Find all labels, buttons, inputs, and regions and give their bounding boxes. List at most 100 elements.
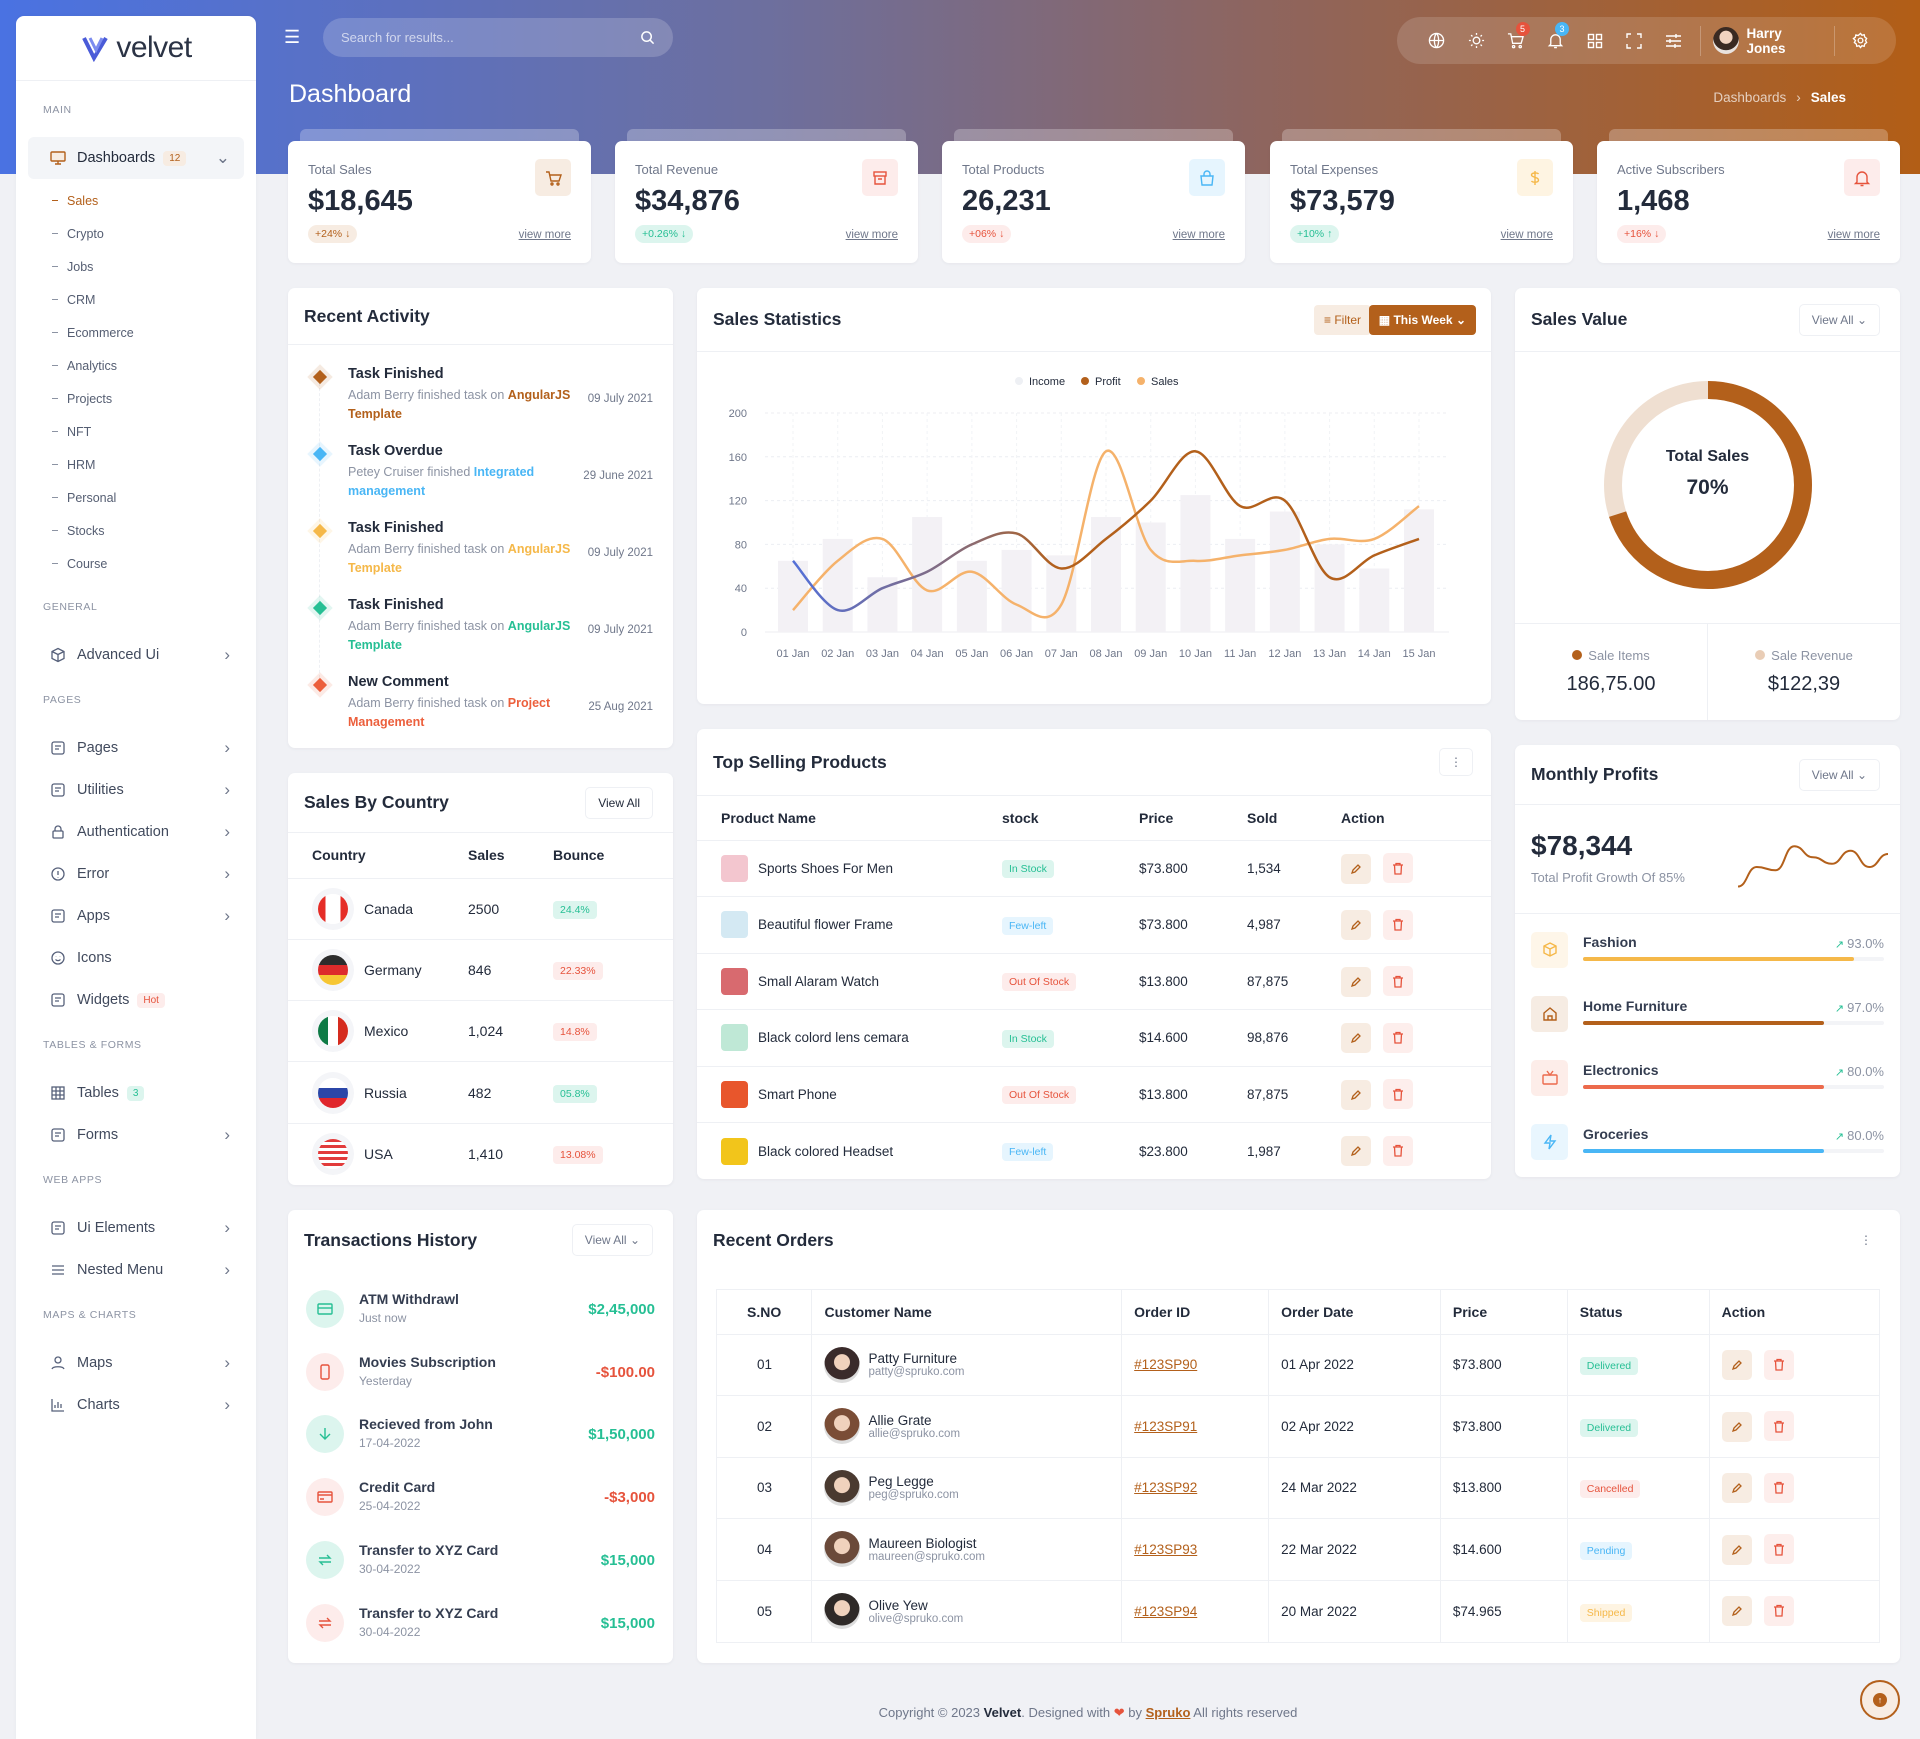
- edit-button[interactable]: [1721, 1473, 1752, 1503]
- delete-button[interactable]: [1763, 1595, 1794, 1626]
- sidebar-subitem-hrm[interactable]: HRM: [16, 448, 256, 481]
- order-id-link[interactable]: #123SP92: [1134, 1480, 1198, 1496]
- view-more-link[interactable]: view more: [1172, 229, 1225, 241]
- footer-company-link[interactable]: Spruko: [1145, 1705, 1191, 1720]
- user-menu[interactable]: Harry Jones: [1707, 26, 1828, 56]
- grid-icon[interactable]: [1575, 26, 1615, 56]
- stock-badge: Few-left: [1002, 916, 1054, 935]
- page-title: Dashboard: [289, 80, 412, 108]
- delete-button[interactable]: [1383, 1135, 1413, 1166]
- delete-button[interactable]: [1763, 1349, 1794, 1380]
- delete-button[interactable]: [1383, 909, 1413, 940]
- activity-link[interactable]: Project Management: [348, 696, 551, 729]
- sidebar-item-dashboards[interactable]: Dashboards 12 ⌄: [28, 137, 244, 179]
- view-all-button[interactable]: View All: [585, 786, 653, 819]
- delete-button[interactable]: [1763, 1411, 1794, 1441]
- edit-button[interactable]: [1341, 853, 1371, 884]
- edit-button[interactable]: [1341, 910, 1371, 940]
- header-actions: 5 3 Harry Jones: [1397, 17, 1896, 64]
- edit-button[interactable]: [1721, 1596, 1752, 1627]
- sun-icon[interactable]: [1457, 26, 1497, 56]
- sidebar-subitem-crypto[interactable]: Crypto: [16, 217, 256, 250]
- fullscreen-icon[interactable]: [1615, 26, 1655, 56]
- period-dropdown[interactable]: ▦ This Week ⌄: [1368, 304, 1476, 335]
- view-all-dropdown[interactable]: View All ⌄: [1798, 303, 1880, 336]
- view-more-link[interactable]: view more: [1827, 229, 1880, 241]
- search-icon[interactable]: [640, 30, 655, 45]
- edit-button[interactable]: [1721, 1534, 1752, 1565]
- sidebar-subitem-sales[interactable]: Sales: [16, 184, 256, 217]
- view-all-dropdown[interactable]: View All ⌄: [571, 1224, 653, 1256]
- sidebar-subitem-personal[interactable]: Personal: [16, 481, 256, 514]
- more-options-icon[interactable]: ⋮: [1860, 1233, 1872, 1247]
- sidebar-item-icons[interactable]: Icons: [28, 937, 244, 979]
- sidebar-item-error[interactable]: Error ›: [28, 853, 244, 895]
- search-input[interactable]: Search for results...: [323, 18, 673, 57]
- sidebar-item-charts[interactable]: Charts ›: [28, 1384, 244, 1426]
- edit-button[interactable]: [1341, 1079, 1371, 1110]
- order-id-link[interactable]: #123SP91: [1134, 1418, 1198, 1434]
- sidebar-subitem-projects[interactable]: Projects: [16, 382, 256, 415]
- trend-up-icon: ↗: [1834, 1131, 1848, 1143]
- sidebar-item-authentication[interactable]: Authentication ›: [28, 811, 244, 853]
- delete-button[interactable]: [1383, 1079, 1413, 1109]
- sidebar-item-pages[interactable]: Pages ›: [28, 727, 244, 769]
- delete-button[interactable]: [1763, 1534, 1794, 1564]
- view-more-link[interactable]: view more: [518, 229, 571, 241]
- view-more-link[interactable]: view more: [1500, 229, 1553, 241]
- column-header: Price: [1139, 809, 1174, 826]
- breadcrumb-dashboards[interactable]: Dashboards: [1713, 90, 1787, 105]
- edit-button[interactable]: [1341, 1023, 1371, 1053]
- delete-button[interactable]: [1383, 966, 1413, 996]
- delete-button[interactable]: [1383, 1022, 1413, 1053]
- view-all-label: View All: [584, 1233, 627, 1247]
- sidebar-subitem-jobs[interactable]: Jobs: [16, 250, 256, 283]
- view-all-dropdown[interactable]: View All ⌄: [1798, 758, 1880, 791]
- sidebar-subitem-ecommerce[interactable]: Ecommerce: [16, 316, 256, 349]
- sidebar-subitem-analytics[interactable]: Analytics: [16, 349, 256, 382]
- edit-button[interactable]: [1341, 1136, 1371, 1167]
- edit-button[interactable]: [1721, 1411, 1752, 1442]
- sidebar-subitem-crm[interactable]: CRM: [16, 283, 256, 316]
- sidebar-item-utilities[interactable]: Utilities ›: [28, 769, 244, 811]
- cart-icon[interactable]: 5: [1496, 21, 1536, 56]
- order-id-link[interactable]: #123SP93: [1134, 1541, 1198, 1557]
- bell-icon[interactable]: 3: [1536, 21, 1576, 56]
- menu-toggle-icon[interactable]: ☰: [284, 27, 301, 47]
- activity-link[interactable]: AngularJS Template: [348, 388, 571, 421]
- view-more-link[interactable]: view more: [845, 229, 898, 241]
- monthly-profits-title: Monthly Profits: [1531, 764, 1659, 784]
- delete-button[interactable]: [1383, 853, 1413, 883]
- sidebar-item-maps[interactable]: Maps ›: [28, 1342, 244, 1384]
- sidebar-item-ui-elements[interactable]: Ui Elements ›: [28, 1207, 244, 1249]
- order-id-link[interactable]: #123SP94: [1134, 1603, 1198, 1619]
- transaction-item: Transfer to XYZ Card 30-04-2022 $15,000: [306, 1540, 655, 1581]
- sidebar-subitem-course[interactable]: Course: [16, 547, 256, 580]
- profit-amount: $78,344: [1531, 830, 1633, 861]
- sidebar-subitem-nft[interactable]: NFT: [16, 415, 256, 448]
- sidebar-item-forms[interactable]: Forms ›: [28, 1114, 244, 1156]
- globe-icon[interactable]: [1417, 26, 1457, 56]
- scroll-to-top-button[interactable]: ↑: [1860, 1680, 1900, 1720]
- recent-orders-card: Recent Orders ⋮ S.NO Customer Name Order I…: [697, 1210, 1900, 1663]
- activity-link[interactable]: Integrated management: [348, 465, 535, 498]
- shield-icon: [50, 782, 66, 798]
- logo[interactable]: velvet: [16, 16, 256, 81]
- edit-button[interactable]: [1721, 1350, 1752, 1380]
- activity-link[interactable]: AngularJS Template: [348, 619, 571, 652]
- income-bar: [1314, 544, 1345, 632]
- sidebar-item-widgets[interactable]: Widgets Hot: [28, 979, 244, 1021]
- edit-button[interactable]: [1341, 966, 1371, 997]
- sidebar-item-apps[interactable]: Apps ›: [28, 895, 244, 937]
- delete-button[interactable]: [1763, 1472, 1794, 1503]
- filter-button[interactable]: ≡ Filter: [1313, 304, 1371, 335]
- sidebar-item-advanced-ui[interactable]: Advanced Ui ›: [28, 634, 244, 676]
- gear-icon[interactable]: [1841, 26, 1881, 56]
- sidebar-item-nested-menu[interactable]: Nested Menu ›: [28, 1249, 244, 1291]
- sliders-icon[interactable]: [1654, 26, 1694, 56]
- more-options-icon[interactable]: ⋮: [1439, 748, 1473, 776]
- activity-link[interactable]: AngularJS Template: [348, 542, 571, 575]
- order-id-link[interactable]: #123SP90: [1134, 1357, 1198, 1373]
- sidebar-subitem-stocks[interactable]: Stocks: [16, 514, 256, 547]
- sidebar-item-tables[interactable]: Tables 3: [28, 1072, 244, 1114]
